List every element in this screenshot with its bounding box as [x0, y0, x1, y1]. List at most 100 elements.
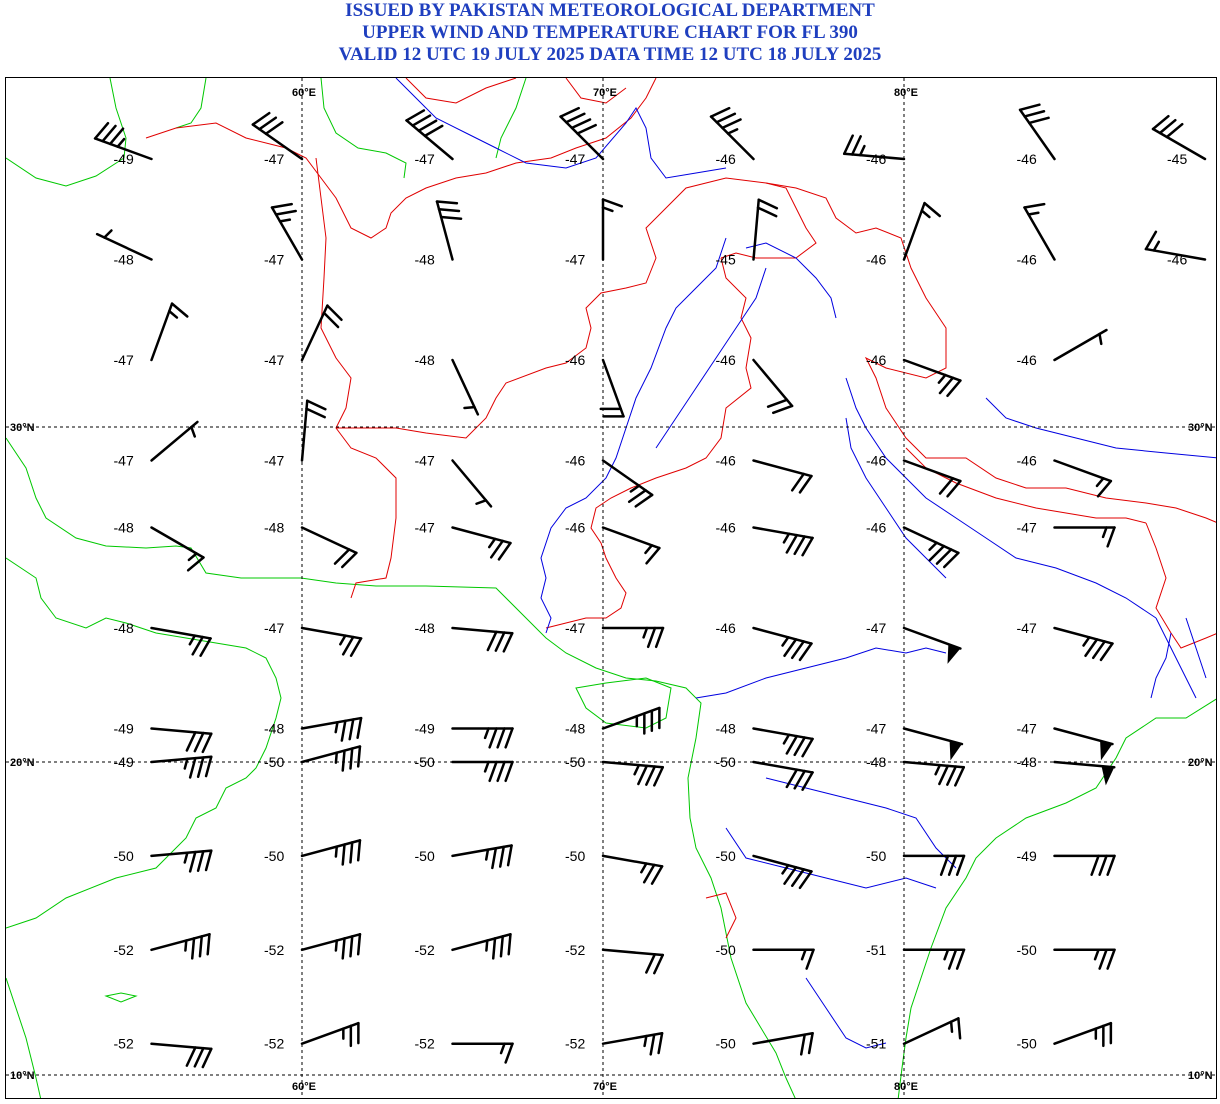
wind-barb-feather — [356, 933, 362, 956]
wind-barb-shaft — [902, 760, 966, 769]
wind-station: -51 — [866, 1017, 962, 1052]
wind-barb-half-feather — [644, 544, 654, 555]
temperature-label: -47 — [565, 252, 585, 268]
wind-barb-half-feather — [1027, 211, 1040, 216]
temperature-label: -51 — [866, 1036, 886, 1052]
wind-barb-feather — [435, 200, 459, 205]
wind-barb-feather — [1084, 638, 1099, 658]
wind-barb-half-feather — [488, 537, 497, 549]
wind-barb-shaft — [601, 526, 661, 550]
river-narmada — [695, 647, 947, 699]
wind-barb-feather — [417, 119, 438, 132]
iran-afghanistan-border — [145, 78, 657, 239]
map-panel[interactable]: 60°E 60°E 70°E 70°E 80°E 80°E 30°N 30°N 20°N 20°N… — [5, 77, 1217, 1099]
wind-station: -47 — [415, 520, 512, 561]
wind-station: -52 — [264, 1021, 360, 1052]
wind-barb-feather — [955, 854, 966, 876]
temperature-label: -48 — [866, 754, 886, 770]
coastline-caspian — [6, 78, 127, 187]
wind-station: -46 — [709, 106, 755, 167]
wind-barb-feather — [785, 734, 799, 755]
temperature-label: -46 — [1017, 352, 1037, 368]
wind-barb-shaft — [902, 626, 962, 650]
wind-barb-feather — [646, 626, 657, 649]
wind-barb-feather — [502, 631, 514, 653]
wind-barb-half-feather — [1093, 948, 1100, 961]
wind-station: -50 — [716, 1032, 814, 1056]
wind-barb-shaft — [752, 459, 813, 478]
wind-barb-feather — [264, 121, 284, 136]
wind-barb-feather — [439, 215, 463, 221]
wind-barb-feather — [650, 865, 664, 885]
wind-barb-feather — [756, 206, 778, 218]
wind-barb-feather — [801, 536, 814, 557]
river-krishna — [725, 827, 937, 889]
temperature-label: -50 — [1017, 1036, 1037, 1052]
wind-barb-half-feather — [800, 948, 807, 961]
wind-barb-shaft — [451, 459, 493, 508]
river-yamuna — [845, 417, 947, 579]
wind-barb-shaft — [902, 358, 962, 382]
wind-barb-shaft — [300, 399, 309, 462]
wind-barb-feather — [196, 756, 205, 779]
wind-barb-shaft — [150, 849, 213, 858]
temperature-label: -50 — [716, 942, 736, 958]
wind-barb-shaft — [451, 358, 480, 416]
wind-barb-shaft — [150, 755, 213, 764]
lon-label-bottom: 60°E — [292, 1081, 316, 1093]
wind-barb-feather — [946, 479, 962, 498]
wind-barb-half-feather — [934, 763, 942, 776]
temperature-label: -52 — [114, 942, 134, 958]
wind-barb-half-feather — [184, 939, 188, 952]
wind-barb-feather — [793, 769, 806, 790]
temperature-label: -47 — [264, 453, 284, 469]
wind-barb-half-feather — [643, 1034, 648, 1048]
wind-barb-half-feather — [726, 128, 739, 135]
wind-station: -50 — [716, 942, 815, 970]
wind-barb-half-feather — [334, 720, 339, 734]
wind-barb-half-feather — [949, 1020, 954, 1033]
wind-barb-feather — [340, 719, 347, 742]
temperature-label: -52 — [565, 1036, 585, 1052]
wind-barb-shaft — [752, 358, 794, 408]
wind-barb-feather — [190, 937, 196, 960]
wind-station: -48 — [415, 200, 463, 268]
wind-barb-feather — [486, 630, 498, 652]
temperature-label: -46 — [866, 151, 886, 167]
wind-barb-half-feather — [334, 939, 339, 952]
wind-barb-half-feather — [640, 862, 648, 874]
wind-barb-feather — [798, 870, 813, 890]
wind-barb-feather — [185, 731, 197, 752]
wind-barb-shaft — [150, 727, 213, 735]
wind-barb-shaft — [150, 420, 199, 462]
wind-station: -52 — [565, 1032, 664, 1056]
wind-station: -46 — [565, 453, 654, 508]
wind-barb-feather — [653, 953, 665, 975]
temperature-label: -49 — [1017, 848, 1037, 864]
wind-barb-shaft — [300, 526, 358, 555]
wind-barb-feather — [801, 737, 814, 758]
temperature-label: -46 — [866, 352, 886, 368]
coastline-arabian-sea — [6, 437, 796, 1098]
wind-barb-shaft — [300, 839, 362, 858]
temperature-label: -46 — [866, 252, 886, 268]
wind-barb-feather — [251, 111, 271, 126]
pakistan-india-border — [545, 257, 752, 629]
wind-barb-feather — [946, 379, 962, 398]
wind-barb-shaft — [150, 526, 205, 559]
wind-barb-feather — [1099, 642, 1114, 662]
wind-station: -46 — [1017, 453, 1113, 498]
wind-barb-half-feather — [485, 939, 489, 952]
wind-station: -50 — [415, 754, 514, 783]
river-brahmaputra — [985, 397, 1216, 459]
wind-barb-feather — [201, 1047, 213, 1069]
temperature-label: -46 — [716, 620, 736, 636]
wind-barb-feather — [356, 745, 362, 768]
temperature-label: -47 — [565, 151, 585, 167]
coastline-central-asia — [175, 78, 527, 179]
temperature-label: -48 — [716, 721, 736, 737]
wind-station: -45 — [1151, 114, 1207, 167]
wind-barb-feather — [305, 407, 326, 419]
wind-station: -46 — [716, 453, 813, 494]
wind-barb-shaft — [251, 123, 304, 161]
